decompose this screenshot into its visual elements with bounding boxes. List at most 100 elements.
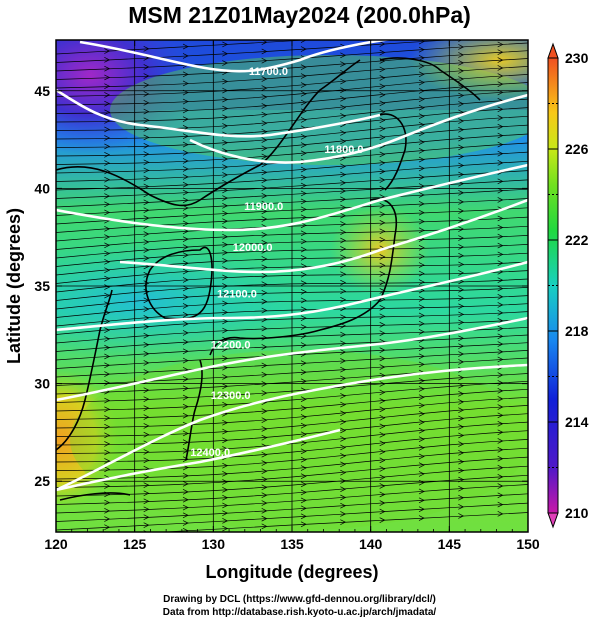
wind-arrowhead	[340, 279, 347, 286]
colorbar: 230 226 222 218 214 210	[547, 42, 589, 529]
wind-arrowhead	[182, 150, 189, 156]
wind-arrowhead	[340, 366, 347, 373]
y-tick-label: 25	[34, 473, 50, 489]
wind-arrowhead	[379, 347, 386, 353]
wind-arrowhead	[418, 192, 425, 198]
wind-arrowhead	[497, 380, 504, 386]
wind-arrowhead	[143, 449, 150, 455]
wind-arrowhead	[458, 494, 465, 501]
wind-arrowhead	[261, 256, 268, 262]
wind-arrowhead	[300, 46, 307, 52]
wind-arrowhead	[340, 180, 347, 186]
wind-arrowhead	[300, 230, 307, 237]
wind-arrowhead	[418, 394, 425, 401]
wind-arrowhead	[418, 121, 425, 128]
wind-arrowhead	[340, 511, 347, 517]
wind-arrowhead	[418, 329, 425, 335]
wind-arrowhead	[222, 96, 229, 103]
wind-arrowhead	[497, 41, 504, 48]
wind-arrowhead	[379, 151, 386, 158]
wind-arrowhead	[300, 456, 307, 463]
wind-arrowhead	[104, 259, 111, 265]
wind-arrowhead	[143, 369, 150, 375]
wind-arrowhead	[458, 424, 465, 430]
wind-arrowhead	[497, 302, 504, 308]
wind-arrowhead	[104, 507, 111, 514]
wind-arrowhead	[222, 374, 229, 380]
wind-arrowhead	[261, 492, 268, 499]
wind-arrowhead	[261, 153, 268, 160]
wind-arrowhead	[458, 351, 465, 357]
wind-arrowhead	[182, 277, 189, 283]
wind-arrowhead	[497, 285, 504, 292]
wind-arrowhead	[300, 255, 307, 261]
wind-arrowhead	[497, 73, 504, 79]
wind-arrowhead	[261, 417, 268, 423]
wind-arrowhead	[261, 264, 268, 271]
wind-arrowhead	[458, 513, 465, 519]
wind-arrowhead	[182, 348, 189, 355]
wind-arrowhead	[143, 215, 150, 221]
wind-arrowhead	[458, 295, 465, 301]
wind-arrowhead	[222, 60, 229, 66]
wind-arrowhead	[340, 349, 347, 355]
wind-arrowhead	[261, 248, 268, 254]
wind-arrowhead	[300, 378, 307, 385]
wind-arrowhead	[182, 512, 189, 519]
wind-arrowhead	[379, 398, 386, 404]
wind-arrowhead	[182, 430, 189, 437]
wind-arrowhead	[222, 195, 229, 201]
wind-arrowhead	[222, 164, 229, 170]
wind-arrowhead	[497, 150, 504, 157]
wind-arrowhead	[497, 123, 504, 130]
wind-arrowhead	[182, 376, 189, 382]
wind-arrowhead	[497, 49, 504, 56]
wind-arrowhead	[379, 279, 386, 286]
wind-arrowhead	[300, 108, 307, 115]
wind-arrowhead	[458, 485, 465, 492]
wind-arrowhead	[418, 361, 425, 368]
wind-arrowhead	[340, 419, 347, 425]
wind-arrowhead	[498, 34, 503, 39]
wind-arrowhead	[497, 57, 504, 63]
wind-arrowhead	[261, 57, 268, 64]
wind-arrowhead	[458, 76, 465, 82]
wind-arrowhead	[340, 444, 347, 451]
wind-arrowhead	[379, 415, 386, 421]
wind-arrowhead	[418, 279, 425, 285]
wind-arrowhead	[458, 335, 465, 342]
wind-arrowhead	[222, 446, 229, 452]
wind-arrowhead	[261, 523, 268, 530]
wind-arrowhead	[379, 364, 386, 370]
contour-label: 11700.0	[249, 66, 288, 78]
y-tick-label: 45	[34, 83, 50, 99]
wind-arrowhead	[143, 239, 150, 245]
wind-arrowhead	[418, 174, 425, 181]
x-tick-label: 125	[123, 536, 147, 552]
wind-arrowhead	[418, 201, 425, 207]
wind-arrowhead	[340, 393, 347, 399]
wind-arrowhead	[458, 319, 465, 326]
contour-label: 12400.0	[190, 447, 230, 459]
wind-arrowhead	[300, 369, 307, 376]
wind-arrowhead	[104, 327, 111, 333]
wind-arrowhead	[418, 209, 425, 216]
wind-arrowhead	[497, 446, 504, 453]
wind-arrowhead	[300, 150, 307, 157]
wind-arrowhead	[261, 484, 268, 491]
wind-arrowhead	[340, 358, 347, 364]
wind-arrowhead	[300, 198, 307, 205]
wind-arrowhead	[104, 234, 111, 240]
wind-arrowhead	[379, 305, 386, 311]
wind-arrowhead	[497, 115, 504, 121]
wind-arrowhead	[104, 284, 111, 290]
wind-arrowhead	[300, 288, 307, 295]
wind-arrowhead	[104, 533, 109, 538]
wind-arrowhead	[379, 457, 386, 464]
wind-arrowhead	[458, 92, 465, 99]
wind-arrowhead	[222, 123, 229, 129]
wind-arrowhead	[379, 474, 386, 481]
page-title: MSM 21Z01May2024 (200.0hPa)	[128, 2, 471, 28]
wind-arrowhead	[418, 296, 425, 302]
wind-arrowhead	[497, 412, 504, 419]
